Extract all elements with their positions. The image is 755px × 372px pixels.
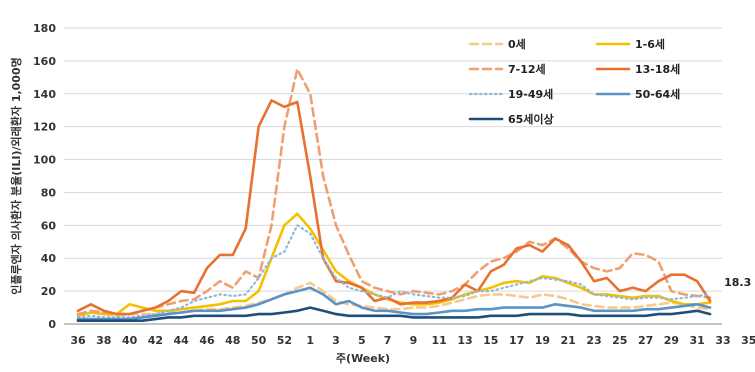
x-tick-label: 15: [483, 334, 498, 347]
y-tick-label: 60: [41, 219, 57, 232]
legend-label: 7-12세: [508, 62, 546, 76]
series-line-13-18세: [76, 99, 712, 316]
x-tick-label: 23: [586, 334, 601, 347]
x-tick-label: 31: [690, 334, 705, 347]
series-line-19-49세: [76, 224, 712, 319]
legend-label: 50-64세: [635, 87, 680, 101]
x-tick-label: 36: [70, 334, 86, 347]
series-line-50-64세: [76, 286, 712, 321]
series-line-65세이상: [76, 306, 712, 323]
legend-label: 65세이상: [508, 112, 554, 126]
end-value-annotation: 18.3: [724, 276, 751, 289]
legend-label: 19-49세: [508, 87, 553, 101]
x-tick-label: 27: [638, 334, 653, 347]
y-tick-label: 100: [33, 154, 56, 167]
x-tick-label: 13: [457, 334, 472, 347]
x-tick-label: 11: [432, 334, 447, 347]
x-tick-label: 25: [612, 334, 627, 347]
x-tick-label: 33: [715, 334, 730, 347]
x-tick-label: 38: [96, 334, 111, 347]
y-tick-labels: 0 20 40 60 80 100 120 140 160 180: [33, 22, 56, 331]
legend: 0세 1-6세 7-12세 13-18세 19-49세 50-64세 65세이상: [468, 37, 680, 126]
x-tick-label: 3: [332, 334, 340, 347]
x-tick-labels: 36 38 40 42 44 46 48 50 52 1 3 5 7 9 11 13 15 17 19 21 23 25 2…: [70, 334, 755, 347]
y-tick-label: 40: [41, 252, 57, 265]
x-tick-label: 40: [122, 334, 138, 347]
series-lines: [76, 67, 712, 323]
x-tick-label: 17: [509, 334, 524, 347]
y-tick-label: 80: [41, 186, 57, 199]
legend-label: 0세: [508, 37, 526, 51]
x-tick-label: 1: [306, 334, 314, 347]
legend-label: 13-18세: [635, 62, 680, 76]
y-tick-label: 120: [33, 121, 56, 134]
x-tick-label: 48: [225, 334, 240, 347]
x-tick-label: 29: [664, 334, 679, 347]
series-line-7-12세: [76, 67, 712, 316]
y-tick-label: 160: [33, 55, 56, 68]
x-tick-label: 50: [251, 334, 267, 347]
x-tick-label: 5: [358, 334, 366, 347]
x-tick-label: 9: [410, 334, 418, 347]
y-tick-label: 20: [41, 285, 57, 298]
gridlines: [64, 27, 722, 292]
y-axis-title: 인플루엔자 의사환자 분율(ILI)/외래환자 1,000명: [9, 57, 23, 294]
x-tick-label: 44: [174, 334, 190, 347]
x-tick-label: 42: [148, 334, 163, 347]
x-tick-label: 35: [741, 334, 755, 347]
x-tick-label: 46: [199, 334, 215, 347]
y-tick-label: 0: [48, 318, 56, 331]
y-tick-label: 140: [33, 88, 56, 101]
x-tick-label: 52: [277, 334, 292, 347]
x-tick-label: 7: [384, 334, 392, 347]
y-tick-label: 180: [33, 22, 56, 35]
x-tick-label: 21: [561, 334, 576, 347]
legend-label: 1-6세: [635, 37, 665, 51]
x-tick-label: 19: [535, 334, 550, 347]
x-axis-title: 주(Week): [336, 352, 390, 365]
